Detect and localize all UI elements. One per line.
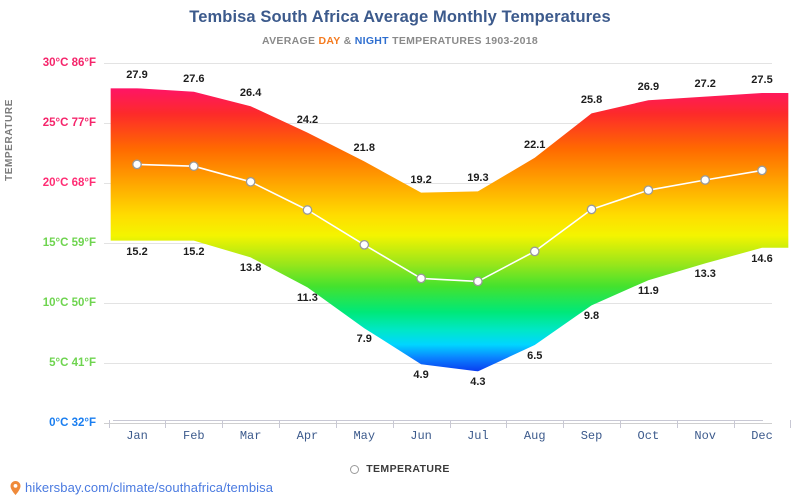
x-tick-mark bbox=[790, 420, 791, 428]
temperature-band-plot bbox=[0, 0, 800, 500]
x-tick-mark bbox=[109, 420, 110, 428]
x-tick-mark bbox=[620, 420, 621, 428]
x-tick-mark bbox=[677, 420, 678, 428]
x-label-sep: Sep bbox=[581, 429, 603, 443]
day-high-value-label: 27.5 bbox=[751, 74, 772, 86]
x-label-nov: Nov bbox=[694, 429, 716, 443]
mean-temperature-marker[interactable] bbox=[303, 206, 311, 214]
day-high-value-label: 27.2 bbox=[694, 78, 715, 90]
x-label-feb: Feb bbox=[183, 429, 205, 443]
day-high-value-label: 24.2 bbox=[297, 114, 318, 126]
source-footer[interactable]: hikersbay.com/climate/southafrica/tembis… bbox=[10, 480, 273, 495]
x-label-dec: Dec bbox=[751, 429, 773, 443]
x-axis-line bbox=[113, 420, 763, 421]
climate-chart: Tembisa South Africa Average Monthly Tem… bbox=[0, 0, 800, 500]
x-tick-mark bbox=[393, 420, 394, 428]
mean-temperature-marker[interactable] bbox=[644, 186, 652, 194]
mean-temperature-marker[interactable] bbox=[246, 178, 254, 186]
x-label-aug: Aug bbox=[524, 429, 546, 443]
mean-temperature-marker[interactable] bbox=[190, 162, 198, 170]
day-high-value-label: 26.9 bbox=[638, 81, 659, 93]
x-tick-mark bbox=[279, 420, 280, 428]
mean-temperature-marker[interactable] bbox=[701, 176, 709, 184]
mean-temperature-marker[interactable] bbox=[758, 166, 766, 174]
night-low-value-label: 9.8 bbox=[584, 310, 599, 322]
chart-legend: TEMPERATURE bbox=[0, 463, 800, 475]
x-label-jun: Jun bbox=[410, 429, 432, 443]
mean-temperature-marker[interactable] bbox=[474, 277, 482, 285]
x-tick-mark bbox=[506, 420, 507, 428]
mean-temperature-marker[interactable] bbox=[417, 274, 425, 282]
x-label-oct: Oct bbox=[638, 429, 660, 443]
day-high-value-label: 22.1 bbox=[524, 139, 545, 151]
night-low-value-label: 11.3 bbox=[297, 292, 318, 304]
x-label-apr: Apr bbox=[297, 429, 319, 443]
x-label-jan: Jan bbox=[126, 429, 148, 443]
night-low-value-label: 13.8 bbox=[240, 262, 261, 274]
night-low-value-label: 15.2 bbox=[183, 246, 204, 258]
day-high-value-label: 27.6 bbox=[183, 73, 204, 85]
night-low-value-label: 7.9 bbox=[357, 333, 372, 345]
day-high-value-label: 25.8 bbox=[581, 94, 602, 106]
x-tick-mark bbox=[222, 420, 223, 428]
night-low-value-label: 15.2 bbox=[126, 246, 147, 258]
mean-temperature-marker[interactable] bbox=[587, 205, 595, 213]
night-low-value-label: 4.3 bbox=[470, 376, 485, 388]
night-low-value-label: 6.5 bbox=[527, 350, 542, 362]
mean-temperature-marker[interactable] bbox=[531, 247, 539, 255]
day-high-value-label: 26.4 bbox=[240, 87, 261, 99]
x-tick-mark bbox=[563, 420, 564, 428]
map-pin-icon bbox=[10, 481, 21, 495]
day-high-value-label: 27.9 bbox=[126, 69, 147, 81]
x-tick-mark bbox=[450, 420, 451, 428]
x-tick-mark bbox=[734, 420, 735, 428]
day-high-value-label: 21.8 bbox=[354, 142, 375, 154]
legend-label: TEMPERATURE bbox=[366, 463, 450, 475]
mean-temperature-marker[interactable] bbox=[360, 241, 368, 249]
x-tick-mark bbox=[165, 420, 166, 428]
x-label-may: May bbox=[353, 429, 375, 443]
night-low-value-label: 11.9 bbox=[638, 285, 659, 297]
source-url[interactable]: hikersbay.com/climate/southafrica/tembis… bbox=[25, 480, 273, 495]
night-low-value-label: 13.3 bbox=[694, 268, 715, 280]
day-high-value-label: 19.3 bbox=[467, 172, 488, 184]
x-label-jul: Jul bbox=[467, 429, 489, 443]
mean-temperature-marker[interactable] bbox=[133, 160, 141, 168]
circle-outline-icon bbox=[350, 465, 359, 474]
night-low-value-label: 4.9 bbox=[413, 369, 428, 381]
day-high-value-label: 19.2 bbox=[410, 174, 431, 186]
x-label-mar: Mar bbox=[240, 429, 262, 443]
night-low-value-label: 14.6 bbox=[751, 253, 772, 265]
x-tick-mark bbox=[336, 420, 337, 428]
